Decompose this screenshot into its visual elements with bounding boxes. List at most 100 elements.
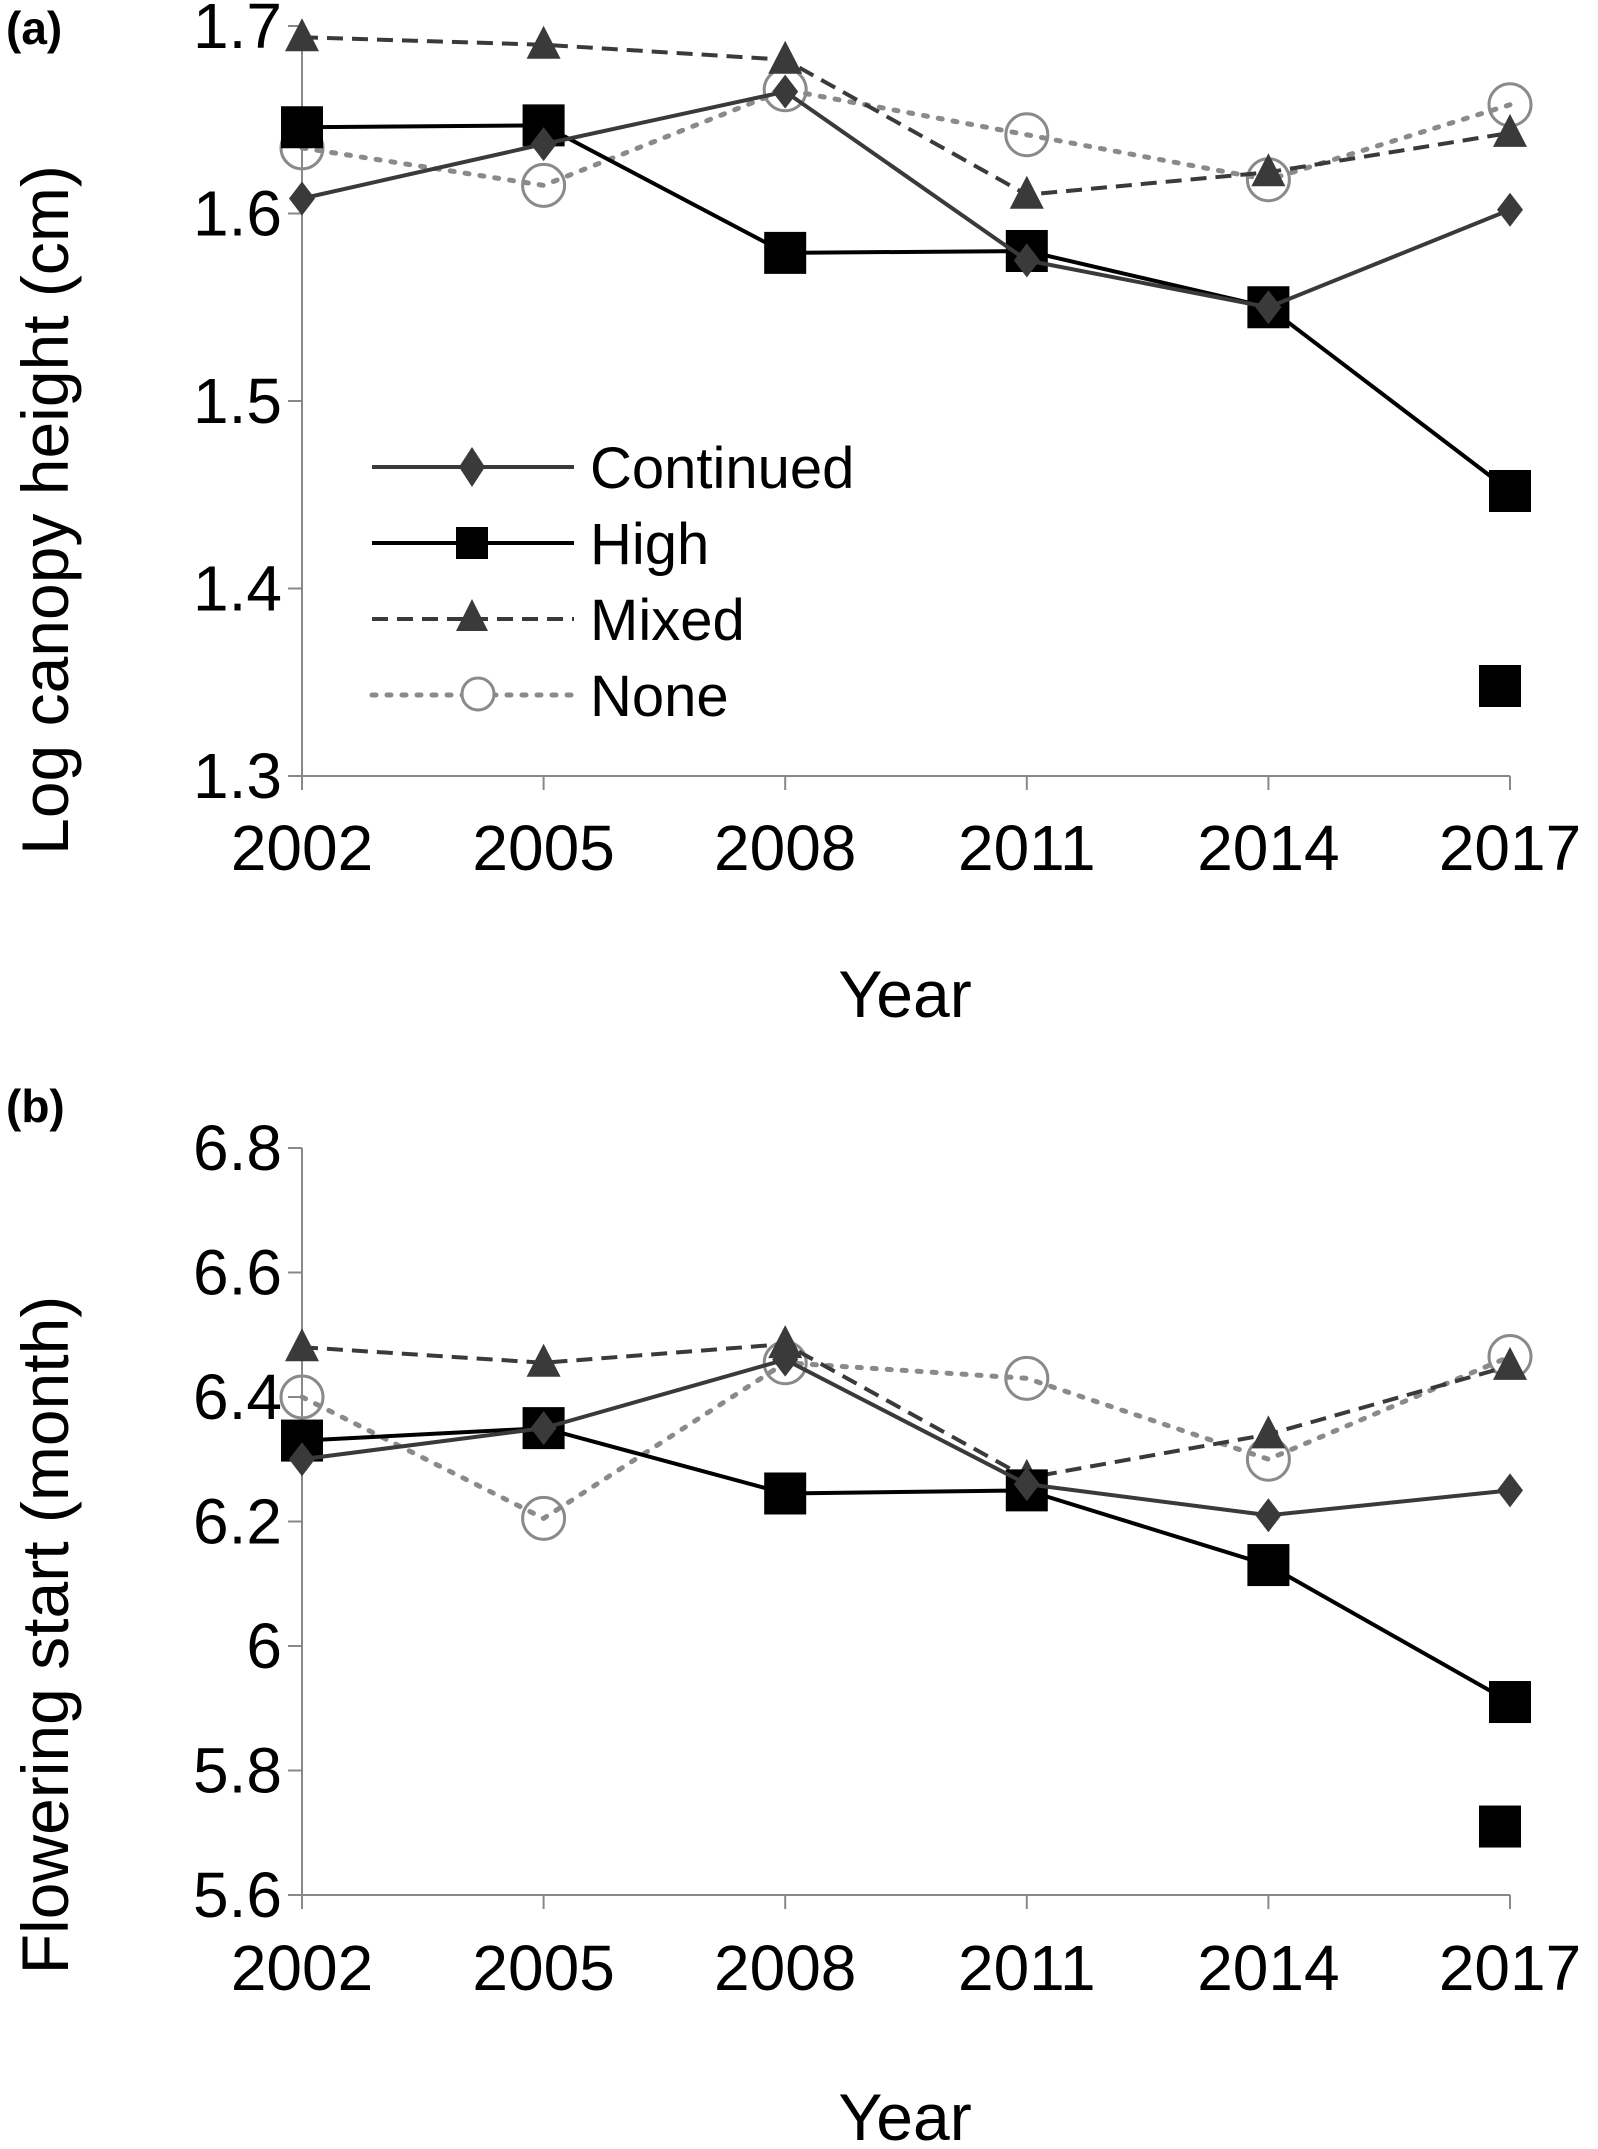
data-point [768, 40, 803, 74]
data-point [768, 1325, 803, 1359]
panel-b-x-axis-title: Year [838, 2080, 971, 2149]
data-point [1255, 1498, 1282, 1533]
y-tick-label: 1.5 [193, 365, 282, 437]
panel-a-label: (a) [6, 2, 62, 54]
series-line [301, 89, 1511, 310]
data-point [285, 18, 319, 52]
legend-item-continued: Continued [372, 436, 854, 501]
x-tick-label: 2008 [714, 812, 856, 884]
data-point [281, 106, 323, 149]
data-point [772, 74, 799, 109]
x-tick-label: 2014 [1197, 812, 1339, 884]
series-continued [289, 1342, 1523, 1533]
series-mixed [285, 18, 1527, 209]
series-line [301, 1342, 1511, 1480]
x-tick-label: 2008 [714, 1932, 856, 2004]
x-tick-label: 2002 [231, 812, 373, 884]
series-high [281, 1407, 1531, 1724]
series-line [299, 1354, 1513, 1521]
data-point [1013, 243, 1040, 278]
panel-b-y-axis-title: Flowering start (month) [8, 1296, 82, 1975]
legend-label-none: None [590, 664, 729, 729]
panel-a-y-axis-title: Log canopy height (cm) [8, 165, 82, 855]
data-point [530, 127, 557, 162]
legend-label-high: High [590, 512, 709, 577]
x-tick-label: 2005 [472, 812, 614, 884]
data-point [521, 162, 567, 208]
x-tick-label: 2017 [1439, 812, 1581, 884]
x-tick-label: 2011 [958, 812, 1096, 884]
series-line [301, 1426, 1511, 1704]
series-line [299, 87, 1513, 188]
data-point [1004, 1355, 1050, 1401]
data-point [764, 231, 807, 274]
data-point [1255, 290, 1282, 325]
data-point [1489, 470, 1531, 512]
y-tick-label: 6.2 [193, 1486, 282, 1558]
data-point [1497, 1473, 1523, 1508]
data-point [289, 1442, 315, 1477]
y-tick-label: 1.3 [193, 740, 282, 812]
panel-a-series [279, 18, 1533, 707]
legend-item-mixed: Mixed [372, 588, 745, 653]
series-continued [289, 74, 1523, 325]
y-tick-label: 6.6 [193, 1237, 282, 1309]
series-none [279, 67, 1533, 208]
data-point [1493, 1346, 1527, 1380]
panel-b-label: (b) [6, 1080, 65, 1132]
x-tick-label: 2017 [1439, 1932, 1581, 2004]
series-line [301, 123, 1512, 493]
legend-diamond-icon [459, 447, 485, 487]
data-point [1009, 175, 1044, 209]
legend-label-continued: Continued [590, 436, 854, 501]
legend-item-none: None [369, 664, 729, 729]
data-point [526, 1343, 561, 1377]
data-point [1251, 153, 1286, 187]
series-mixed [285, 1325, 1527, 1492]
legend-item-high: High [372, 512, 709, 577]
y-tick-label: 6 [246, 1610, 282, 1682]
data-point [1004, 112, 1050, 158]
x-tick-label: 2005 [472, 1932, 614, 2004]
x-tick-label: 2011 [958, 1932, 1096, 2004]
legend-triangle-icon [456, 599, 488, 631]
data-point [521, 1495, 567, 1541]
x-tick-label: 2002 [231, 1932, 373, 2004]
panel-a: (a) Log canopy height (cm) Year 1.31.41.… [6, 0, 1581, 1031]
legend-square-icon [456, 527, 488, 559]
panel-a-ticks: 1.3 1.4 1.5 1.6 1.7 2002 2005 2008 2011 2014 2017 [193, 0, 1581, 884]
data-point [764, 1472, 807, 1515]
data-point [279, 1374, 325, 1420]
panel-b-ticks: 5.6 5.8 6 6.2 6.4 6.6 6.8 2002 2005 2008 2011 2014 2… [193, 1112, 1581, 2004]
data-point [526, 25, 561, 59]
data-point [1497, 192, 1523, 227]
y-tick-label: 1.4 [193, 553, 282, 625]
series-line [301, 1357, 1511, 1518]
legend-circle-icon [460, 676, 496, 712]
data-point [285, 1328, 319, 1362]
y-tick-label: 1.7 [193, 0, 282, 62]
legend: Continued High Mixed None [369, 436, 854, 729]
y-tick-label: 5.6 [193, 1859, 282, 1931]
data-point [1489, 1681, 1531, 1724]
data-point [1493, 113, 1527, 147]
extra-data-point [1479, 665, 1521, 707]
series-high [281, 104, 1531, 512]
data-point [1251, 1415, 1286, 1449]
y-tick-label: 6.4 [193, 1361, 282, 1433]
series-line [301, 35, 1511, 197]
series-none [279, 1334, 1533, 1541]
extra-data-point [1479, 1805, 1521, 1848]
data-point [1247, 1544, 1290, 1587]
legend-label-mixed: Mixed [590, 588, 745, 653]
panel-b-series [279, 1325, 1533, 1848]
data-point [1013, 1467, 1040, 1502]
x-tick-label: 2014 [1197, 1932, 1339, 2004]
y-tick-label: 5.8 [193, 1735, 282, 1807]
y-tick-label: 1.6 [193, 178, 282, 250]
panel-a-x-axis-title: Year [838, 957, 971, 1031]
data-point [772, 1342, 799, 1377]
data-point [289, 181, 315, 216]
data-point [530, 1411, 557, 1446]
